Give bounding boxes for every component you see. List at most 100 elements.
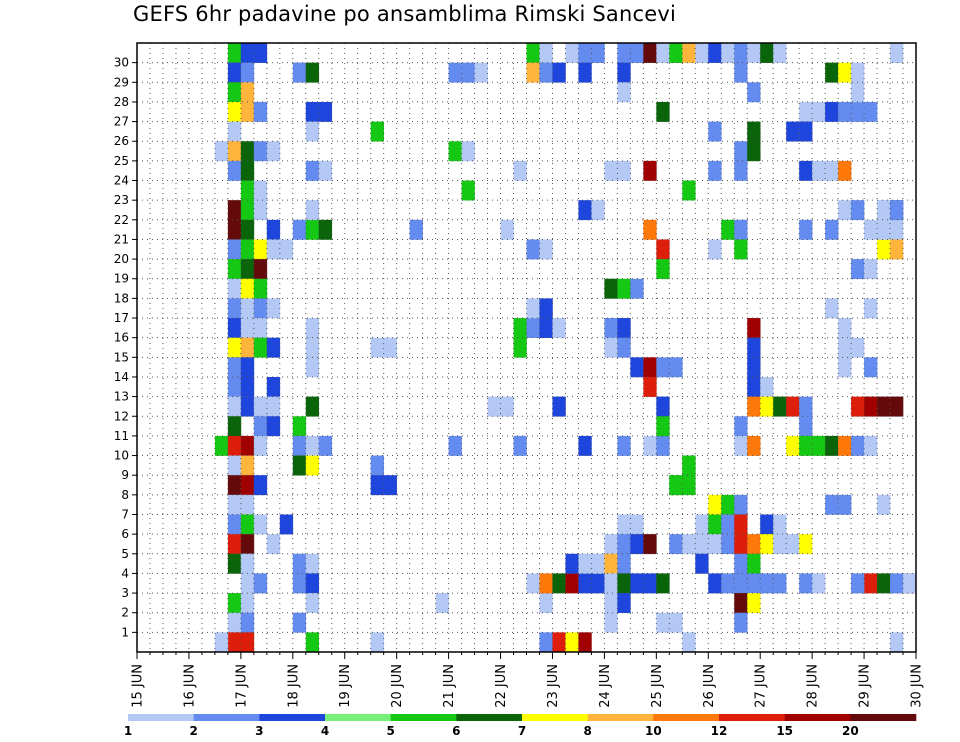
colorbar-label: 15 (776, 724, 793, 738)
data-cell (864, 101, 878, 122)
data-cell (734, 553, 748, 574)
data-cell (877, 494, 891, 515)
data-cell (305, 121, 320, 142)
colorbar-label: 10 (645, 724, 662, 738)
data-cell (292, 573, 307, 594)
data-cell (838, 337, 852, 358)
data-cell (305, 553, 320, 574)
data-cell (240, 396, 255, 417)
data-cell (708, 534, 722, 555)
data-cell (578, 573, 592, 594)
data-cell (734, 593, 748, 614)
data-cell (877, 219, 891, 240)
data-cell (734, 239, 748, 260)
data-cell (305, 337, 320, 358)
data-cell (565, 632, 579, 653)
data-cell (227, 553, 242, 574)
x-tick-label: 21 JUN (442, 664, 457, 708)
data-cell (851, 396, 865, 417)
data-cell (279, 239, 294, 260)
data-cell (760, 514, 774, 535)
data-cell (851, 337, 865, 358)
data-cell (773, 396, 787, 417)
data-cell (318, 435, 333, 456)
data-cell (370, 455, 384, 476)
data-cell (526, 298, 540, 319)
data-cell (227, 455, 242, 476)
y-tick-label: 8 (121, 488, 129, 502)
y-tick-label: 30 (114, 56, 129, 70)
data-cell (240, 43, 255, 63)
data-cell (227, 82, 242, 103)
data-cell (474, 62, 488, 83)
data-cell (799, 219, 813, 240)
data-cell (617, 514, 631, 535)
data-cell (643, 357, 657, 378)
data-cell (721, 514, 735, 535)
data-cell (565, 573, 579, 594)
x-tick-label: 22 JUN (494, 664, 509, 708)
data-cell (240, 160, 255, 181)
data-cell (630, 514, 644, 535)
data-cell (747, 396, 761, 417)
data-cell (773, 534, 787, 555)
data-cell (812, 573, 826, 594)
data-cell (227, 62, 242, 83)
data-cell (292, 416, 307, 437)
data-cell (253, 43, 268, 63)
data-cell (240, 318, 255, 338)
data-cell (890, 200, 904, 221)
data-cell (890, 573, 904, 594)
data-cell (253, 337, 268, 358)
data-cell (305, 632, 320, 653)
y-tick-label: 23 (114, 193, 129, 207)
data-cell (604, 553, 618, 574)
data-cell (253, 278, 268, 299)
data-cell (799, 534, 813, 555)
data-cell (747, 534, 761, 555)
data-cell (669, 357, 683, 378)
x-tick-label: 26 JUN (702, 664, 717, 708)
data-cell (240, 219, 255, 240)
data-cell (266, 376, 281, 397)
data-cell (695, 43, 709, 63)
data-cell (773, 573, 787, 594)
data-cell (734, 141, 748, 162)
data-cell (292, 553, 307, 574)
data-cell (617, 160, 631, 181)
data-cell (669, 43, 683, 63)
data-cell (825, 160, 839, 181)
x-tick-label: 27 JUN (754, 664, 769, 708)
data-cell (292, 612, 307, 633)
x-tick-label: 18 JUN (286, 664, 301, 708)
data-cell (708, 239, 722, 260)
data-cell (656, 573, 670, 594)
data-cell (864, 396, 878, 417)
data-cell (656, 435, 670, 456)
data-cell (253, 396, 268, 417)
x-tick-label: 16 JUN (182, 664, 197, 708)
x-tick-label: 25 JUN (650, 664, 665, 708)
axes-layer: 1234567891011121314151617181920212223242… (114, 42, 925, 708)
x-tick-label: 19 JUN (338, 664, 353, 708)
data-cell (799, 121, 813, 142)
y-tick-label: 22 (114, 213, 129, 227)
data-cell (513, 160, 527, 181)
data-cell (240, 259, 255, 280)
data-cell (864, 219, 878, 240)
data-cell (604, 593, 618, 614)
data-cell (305, 160, 320, 181)
data-cell (513, 318, 527, 338)
data-cell (227, 612, 242, 633)
data-cell (682, 534, 696, 555)
data-cell (747, 593, 761, 614)
y-tick-label: 21 (114, 232, 129, 246)
data-cell (617, 593, 631, 614)
data-cell (526, 62, 540, 83)
data-cell (227, 435, 242, 456)
data-cell (877, 396, 891, 417)
colorbar-swatch (325, 714, 391, 721)
data-cell (760, 376, 774, 397)
data-cell (708, 121, 722, 142)
